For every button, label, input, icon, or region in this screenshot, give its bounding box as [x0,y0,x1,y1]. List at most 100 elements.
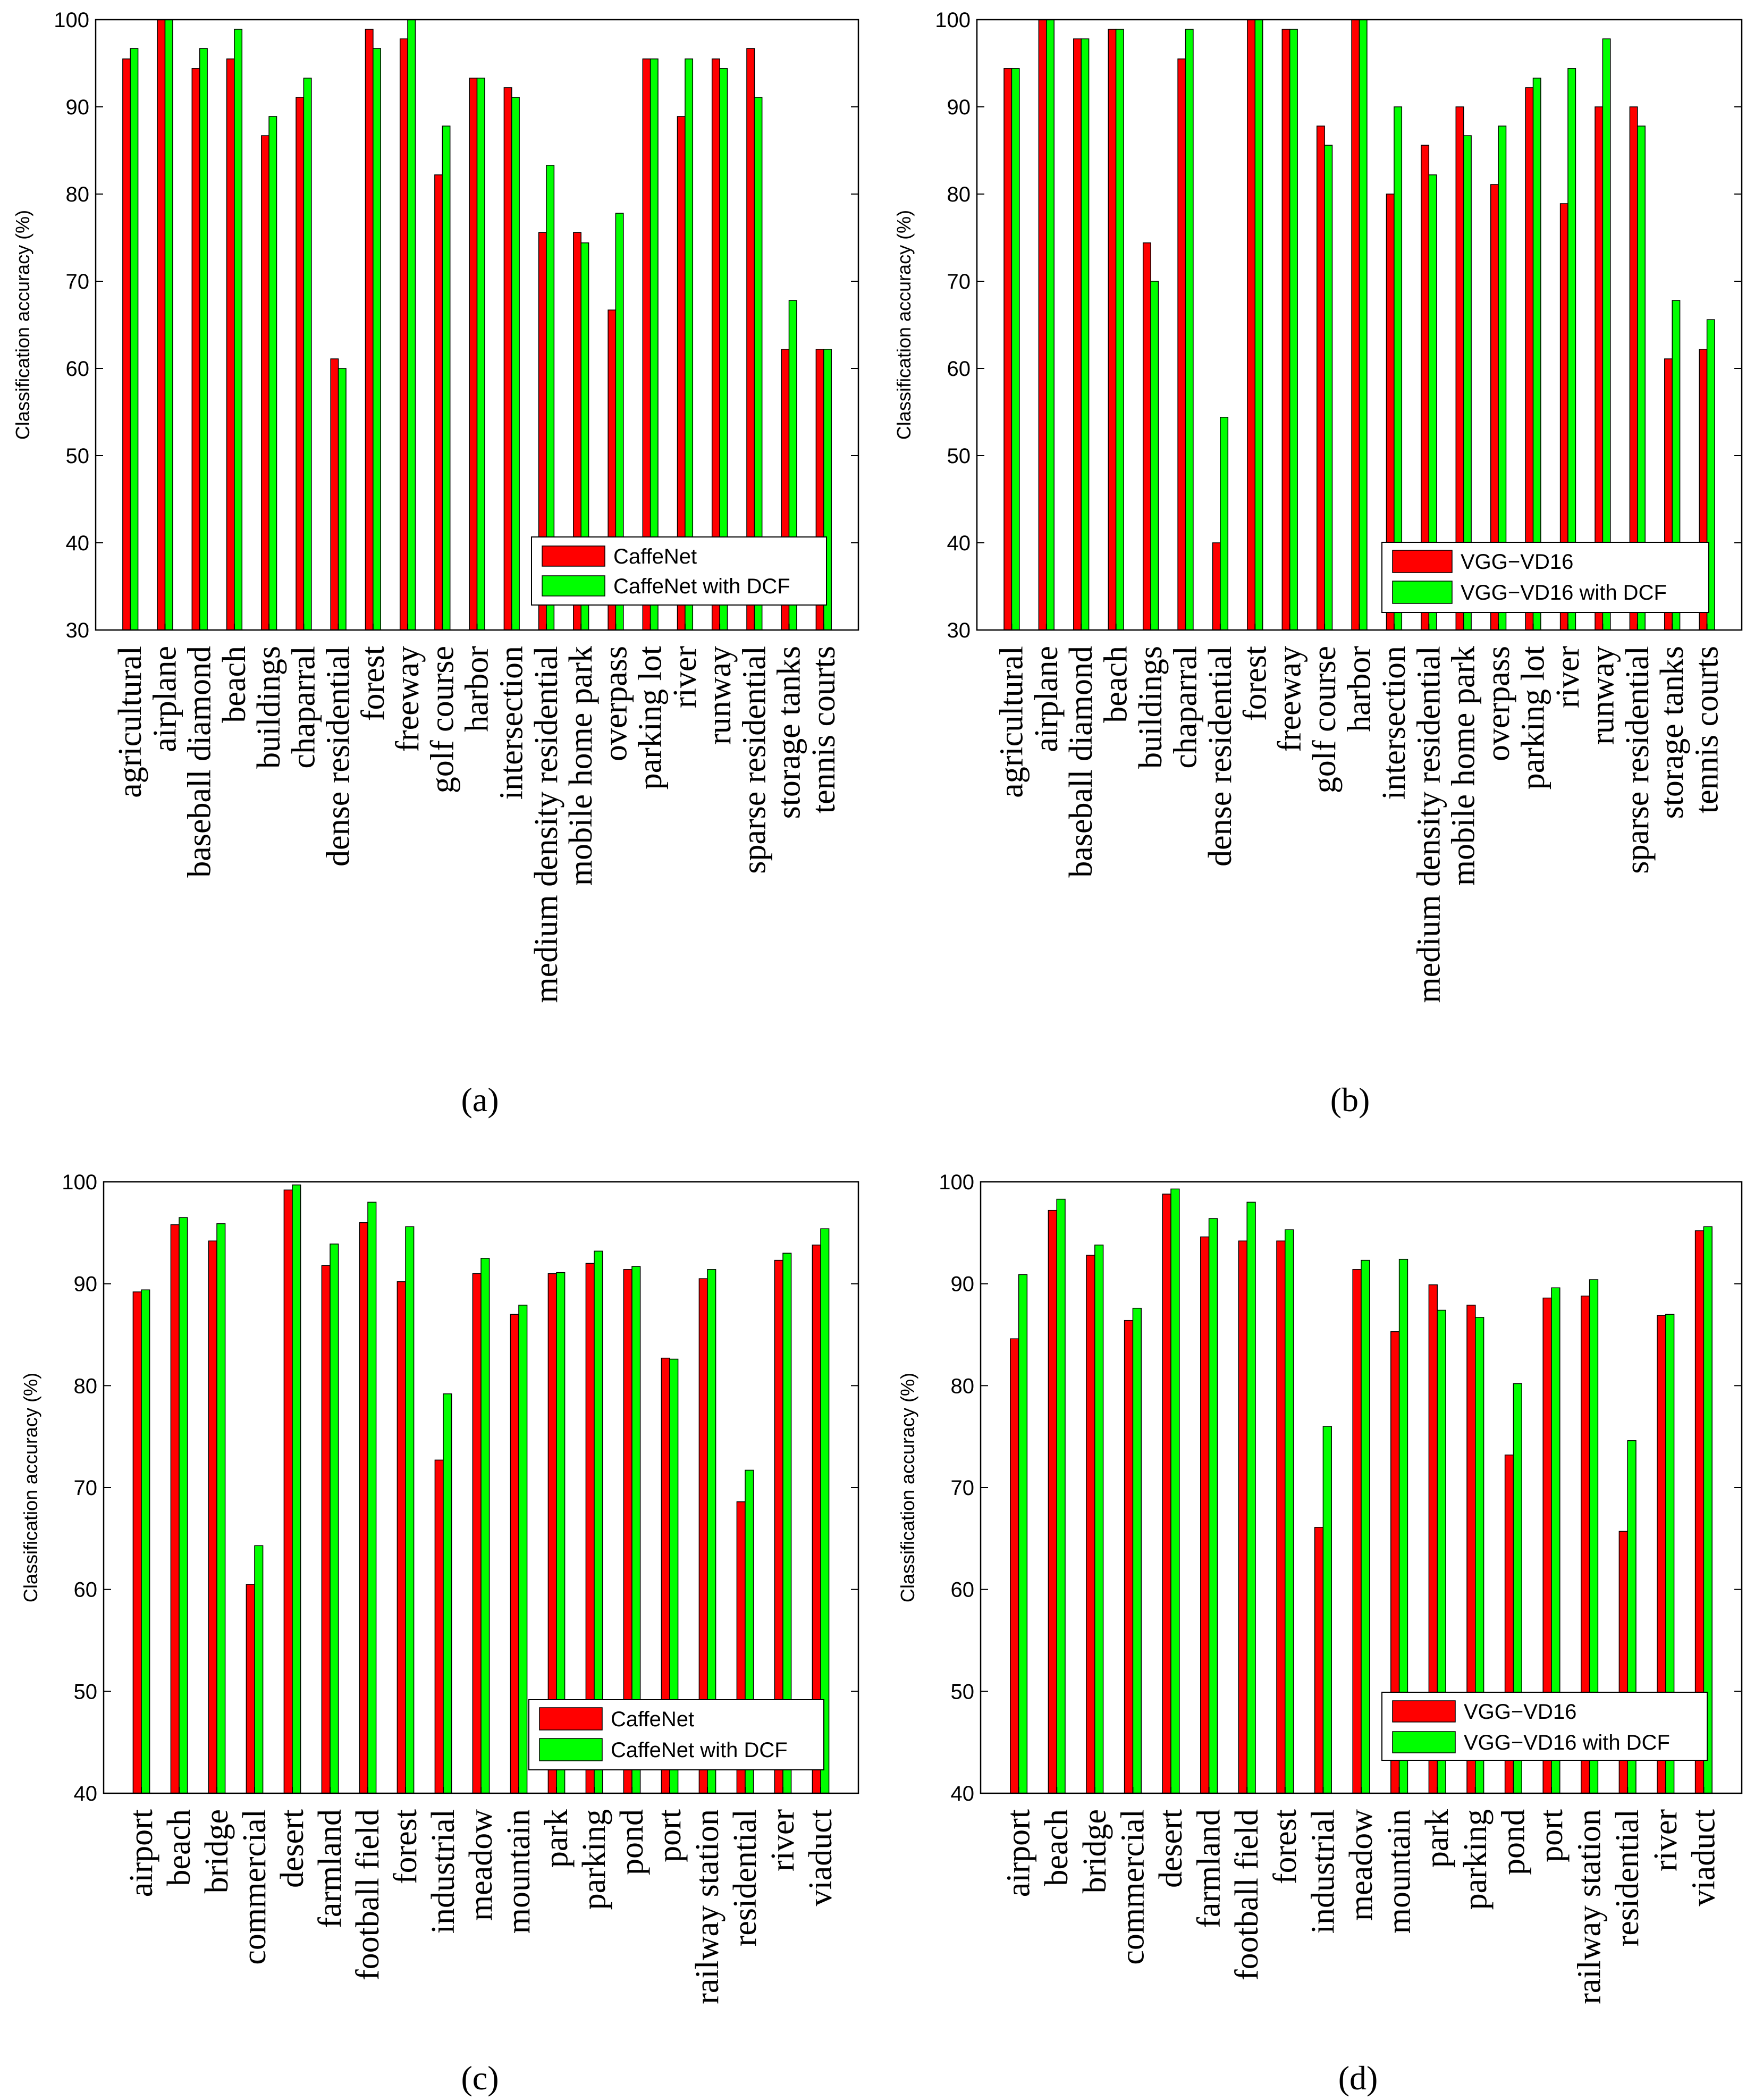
bar-series-a-meadow [1352,1269,1362,1794]
x-tick-label: agricultural [993,646,1030,798]
legend-label-series-b: VGG−VD16 with DCF [1461,581,1667,604]
x-tick-label: buildings [1133,646,1169,769]
y-tick-label: 50 [66,444,90,468]
x-tick-label: viaduct [1685,1809,1722,1906]
y-tick-label: 70 [66,270,90,293]
bar-series-b-commercial [254,1545,264,1794]
bar-series-a-commercial [246,1584,255,1794]
x-tick-label: tennis courts [806,646,842,813]
bar-series-b-forest [1254,19,1263,631]
x-tick-label: intersection [1376,646,1412,800]
bar-series-b-mountain [518,1305,528,1794]
y-tick-label: 100 [62,1171,97,1194]
bar-series-b-meadow [1361,1259,1370,1794]
legend-swatch-series-a [539,1707,603,1731]
bar-series-b-baseball-diamond [199,48,208,631]
x-tick-label: chaparral [285,646,322,769]
y-tick-label: 50 [74,1680,98,1703]
bar-series-b-desert [1170,1188,1180,1794]
y-tick-label: 70 [74,1476,98,1500]
bar-series-a-freeway [399,38,408,631]
x-tick-label: storage tanks [771,646,807,819]
x-tick-label: forest [355,646,391,721]
x-tick-label: desert [1153,1809,1189,1888]
bar-series-a-desert [1162,1194,1171,1794]
bar-series-b-intersection [511,97,520,631]
legend-swatch-series-b [1392,581,1453,604]
y-tick-label: 70 [947,270,971,293]
x-tick-label: bridge [199,1809,235,1893]
bar-series-a-airport [1010,1338,1019,1794]
bar-series-a-dense-residential [330,358,339,631]
x-tick-label: port [1533,1809,1570,1862]
x-tick-label: industrial [1305,1809,1341,1934]
x-tick-label: railway station [689,1809,726,2004]
legend-label-series-a: CaffeNet [611,1708,694,1731]
legend: VGG−VD16 VGG−VD16 with DCF [1381,542,1709,613]
bar-series-b-forest [1285,1229,1294,1794]
x-tick-label: river [667,646,703,708]
panel-caption: (c) [461,2059,499,2097]
y-tick-label: 90 [74,1273,98,1296]
plot-area-frame [976,19,1743,631]
x-tick-label: meadow [1343,1809,1379,1921]
chart-panel-d: airport beach bridge commercial desert farmla… [897,1171,1743,2097]
legend: CaffeNet CaffeNet with DCF [528,1699,824,1770]
bar-series-b-agricultural [1011,68,1020,631]
x-tick-label: commercial [1115,1809,1151,1965]
y-axis-title: Classification accuracy (%) [20,1373,41,1602]
bar-series-a-beach [1108,29,1117,631]
bar-series-a-forest [397,1281,406,1794]
bar-series-a-harbor [469,78,478,631]
bar-series-b-commercial [1132,1307,1142,1794]
bar-series-a-football-field [359,1222,368,1794]
y-tick-label: 30 [66,619,90,642]
x-tick-label: mountain [1381,1809,1418,1934]
x-tick-label: intersection [494,646,530,800]
bar-series-b-beach [234,29,243,631]
bar-series-a-agricultural [122,58,131,631]
bar-series-b-airport [1018,1274,1028,1794]
bar-series-b-buildings [268,116,277,631]
bar-series-a-chaparral [296,97,305,631]
x-tick-label: sparse residential [1619,646,1656,874]
bar-series-b-beach [1115,29,1124,631]
x-tick-label: parking lot [632,646,669,789]
bar-series-b-forest [405,1226,415,1794]
bar-series-a-forest [1247,19,1256,631]
bar-series-b-bridge [1094,1245,1104,1794]
bar-series-b-agricultural [130,48,139,631]
bar-series-b-airplane [1046,19,1055,631]
y-tick-label: 100 [935,9,971,32]
bar-series-a-beach [226,58,235,631]
legend: CaffeNet CaffeNet with DCF [531,536,827,606]
y-tick-label: 50 [947,444,971,468]
x-tick-label: residential [727,1809,763,1946]
y-tick-label: 60 [951,1578,975,1602]
x-tick-label: bridge [1077,1809,1113,1893]
bar-series-b-meadow [480,1258,490,1794]
x-tick-label: port [652,1809,688,1862]
bar-series-a-mountain [510,1314,519,1794]
legend-label-series-a: CaffeNet [613,545,697,568]
bar-series-b-industrial [443,1393,452,1794]
x-tick-label: desert [274,1809,310,1888]
y-tick-label: 100 [54,9,89,32]
x-tick-label: forest [1237,646,1273,721]
y-axis-title: Classification accuracy (%) [893,210,915,440]
x-tick-label: railway station [1572,1809,1608,2004]
y-tick-label: 80 [951,1374,975,1398]
x-tick-label: dense residential [1202,646,1238,867]
bar-series-a-forest [1276,1240,1286,1794]
x-tick-label: industrial [425,1809,461,1934]
x-tick-label: airport [123,1809,159,1897]
bar-series-a-intersection [503,87,512,631]
bar-series-a-airplane [157,19,166,631]
legend-label-series-a: VGG−VD16 [1464,1700,1576,1724]
x-tick-label: runway [1584,646,1621,745]
bar-series-b-dense-residential [338,368,347,631]
legend-swatch-series-a [1392,550,1453,573]
bar-series-a-buildings [261,135,269,631]
bar-series-b-runway [1602,38,1611,631]
